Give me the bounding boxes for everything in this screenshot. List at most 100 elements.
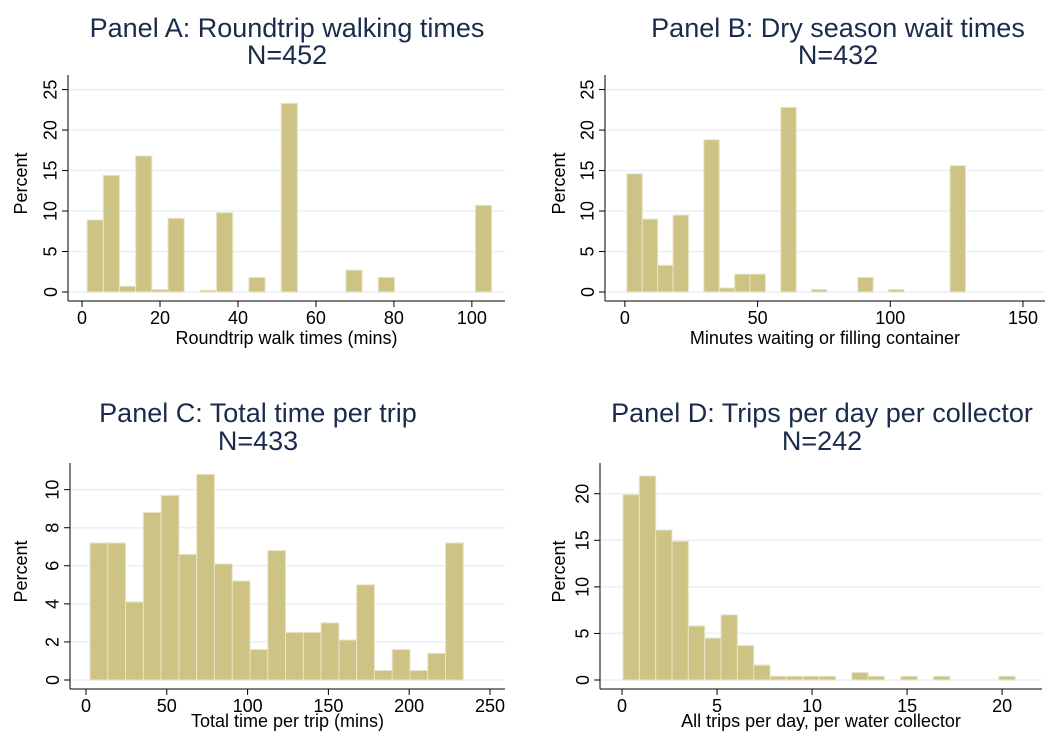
y-tick-label: 25 xyxy=(578,80,598,100)
x-tick-label: 15 xyxy=(897,696,917,716)
bar xyxy=(216,212,234,293)
y-tick-label: 10 xyxy=(43,480,63,500)
bar xyxy=(356,584,375,681)
bar xyxy=(285,631,304,681)
x-tick-label: 40 xyxy=(228,308,248,328)
bar xyxy=(718,287,736,293)
bar xyxy=(427,652,447,681)
panel-title: Panel A: Roundtrip walking times xyxy=(90,13,485,43)
bar xyxy=(867,675,885,681)
x-tick-label: 80 xyxy=(384,308,404,328)
panel-title: Panel C: Total time per trip xyxy=(99,398,417,428)
panel-title: Panel B: Dry season wait times xyxy=(651,13,1025,43)
bar xyxy=(280,102,298,293)
x-tick-label: 200 xyxy=(394,696,424,716)
y-tick-label: 4 xyxy=(43,599,63,609)
bar xyxy=(213,563,233,681)
y-tick-label: 20 xyxy=(41,120,61,140)
bar xyxy=(802,675,820,681)
bar xyxy=(142,511,162,681)
bar xyxy=(409,669,429,681)
bar xyxy=(818,675,836,681)
y-axis-label: Percent xyxy=(11,152,31,214)
bar xyxy=(734,273,751,293)
y-tick-label: 20 xyxy=(578,120,598,140)
bar xyxy=(932,675,951,681)
bar xyxy=(703,139,720,293)
y-tick-label: 2 xyxy=(43,637,63,647)
x-tick-label: 100 xyxy=(875,308,905,328)
bar xyxy=(267,550,287,681)
x-tick-label: 100 xyxy=(457,308,487,328)
bar xyxy=(687,625,706,681)
bar xyxy=(753,664,771,681)
y-tick-label: 6 xyxy=(43,561,63,571)
bar xyxy=(196,473,215,681)
y-tick-label: 0 xyxy=(43,675,63,685)
bar xyxy=(736,645,755,681)
bar xyxy=(851,672,869,681)
bar xyxy=(391,649,411,681)
bar xyxy=(118,285,137,293)
x-tick-label: 20 xyxy=(150,308,170,328)
bar xyxy=(231,580,251,681)
x-tick-label: 250 xyxy=(475,696,505,716)
bar xyxy=(780,106,797,293)
bar xyxy=(749,273,766,293)
panel-title: Panel D: Trips per day per collector xyxy=(611,398,1033,428)
bar xyxy=(900,675,918,681)
bar xyxy=(811,289,828,293)
x-tick-label: 0 xyxy=(81,696,91,716)
x-tick-label: 150 xyxy=(1008,308,1038,328)
x-tick-label: 0 xyxy=(617,696,627,716)
bar xyxy=(622,494,640,681)
bar xyxy=(86,219,104,293)
bar xyxy=(626,173,643,293)
y-tick-label: 10 xyxy=(41,201,61,221)
x-tick-label: 50 xyxy=(157,696,177,716)
bar xyxy=(704,637,722,681)
bar xyxy=(888,289,905,293)
x-tick-label: 50 xyxy=(748,308,768,328)
y-axis-label: Percent xyxy=(549,152,569,214)
panel: Panel D: Trips per day per collectorN=24… xyxy=(549,398,1042,731)
y-tick-label: 0 xyxy=(41,287,61,297)
x-tick-label: 60 xyxy=(306,308,326,328)
bar xyxy=(377,276,395,293)
bar xyxy=(671,540,689,681)
bar xyxy=(135,155,153,293)
x-tick-label: 0 xyxy=(77,308,87,328)
bar xyxy=(248,276,266,293)
y-axis-label: Percent xyxy=(11,540,31,602)
y-tick-label: 8 xyxy=(43,523,63,533)
bar xyxy=(151,289,169,293)
x-tick-label: 100 xyxy=(233,696,263,716)
bar xyxy=(769,675,787,681)
bar xyxy=(199,289,218,293)
panel-subtitle: N=433 xyxy=(218,426,298,456)
x-axis-label: Total time per trip (mins) xyxy=(191,711,384,731)
y-tick-label: 20 xyxy=(573,484,593,504)
bar xyxy=(720,614,738,681)
y-tick-label: 5 xyxy=(578,247,598,257)
bar xyxy=(638,475,657,681)
bar xyxy=(302,631,322,681)
bar xyxy=(107,542,127,681)
panel-subtitle: N=242 xyxy=(782,426,862,456)
bar xyxy=(785,675,804,681)
x-tick-label: 10 xyxy=(802,696,822,716)
x-axis-label: Minutes waiting or filling container xyxy=(690,328,960,348)
x-axis-label: All trips per day, per water collector xyxy=(681,711,961,731)
bar xyxy=(672,214,689,293)
bar xyxy=(857,276,874,293)
y-tick-label: 15 xyxy=(578,161,598,181)
y-tick-label: 5 xyxy=(573,628,593,638)
panel-subtitle: N=432 xyxy=(798,40,878,70)
bar xyxy=(89,542,109,681)
bar xyxy=(949,165,967,293)
bar xyxy=(345,269,363,293)
x-tick-label: 150 xyxy=(313,696,343,716)
